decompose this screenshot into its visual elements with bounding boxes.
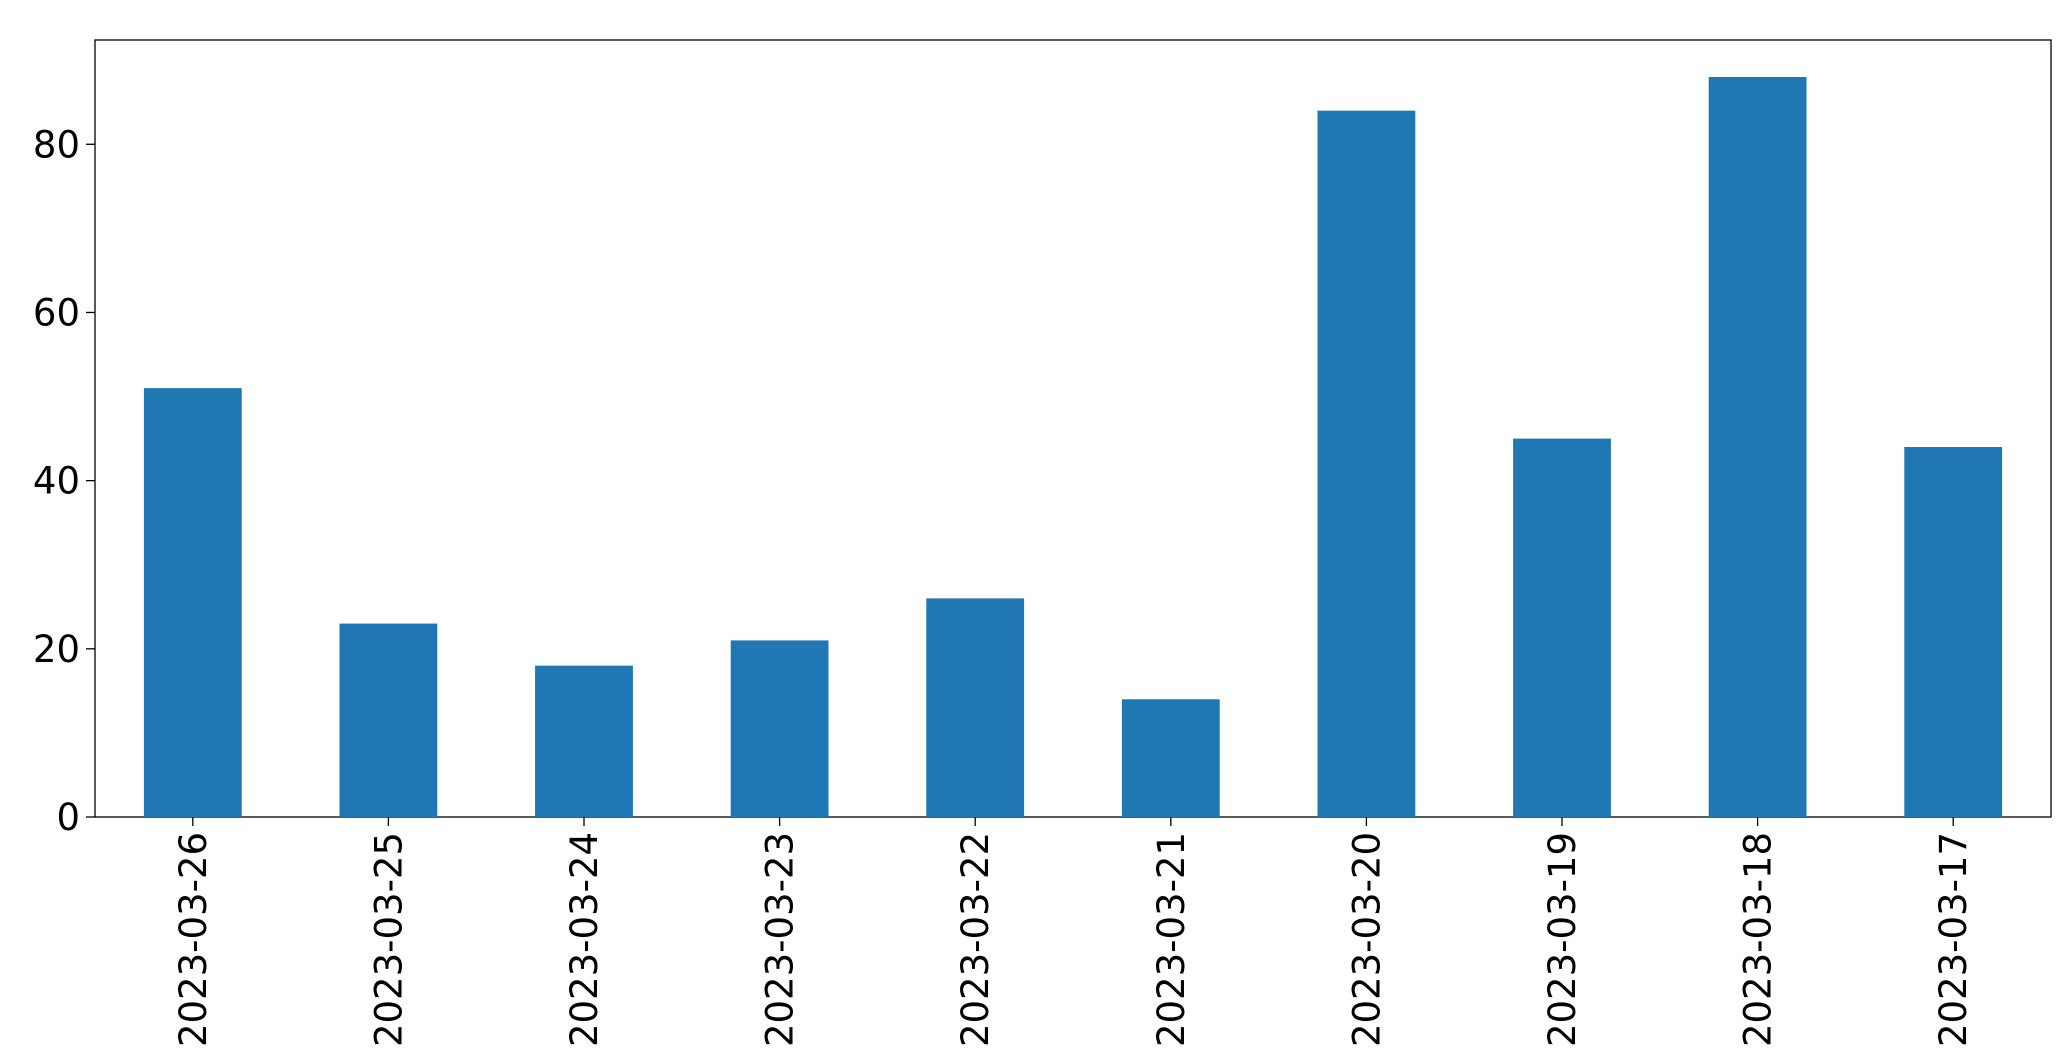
bar (1121, 699, 1220, 817)
bar (1708, 77, 1807, 817)
x-tick-label: 2023-03-20 (1345, 832, 1388, 1047)
y-tick-label: 0 (56, 796, 80, 839)
bar (926, 598, 1025, 817)
bar (1513, 438, 1611, 817)
x-tick-label: 2023-03-17 (1932, 832, 1975, 1047)
y-tick-label: 20 (33, 628, 80, 671)
x-tick-label: 2023-03-24 (563, 832, 606, 1047)
y-tick-label: 80 (33, 123, 80, 166)
x-tick-label: 2023-03-25 (367, 832, 410, 1047)
plot-frame (94, 39, 2052, 818)
bar (339, 623, 438, 817)
y-tick-label: 40 (33, 460, 80, 503)
bar (730, 640, 829, 817)
x-tick-label: 2023-03-21 (1150, 832, 1193, 1047)
x-tick-label: 2023-03-26 (172, 832, 215, 1047)
x-tick-label: 2023-03-18 (1737, 832, 1780, 1047)
bar (535, 665, 633, 817)
x-tick-label: 2023-03-19 (1541, 832, 1584, 1047)
bar (1317, 110, 1416, 818)
y-tick-label: 60 (33, 291, 80, 334)
bar (143, 388, 242, 817)
x-tick-label: 2023-03-22 (954, 832, 997, 1047)
x-tick-label: 2023-03-23 (759, 832, 802, 1047)
bar (1904, 447, 2003, 817)
